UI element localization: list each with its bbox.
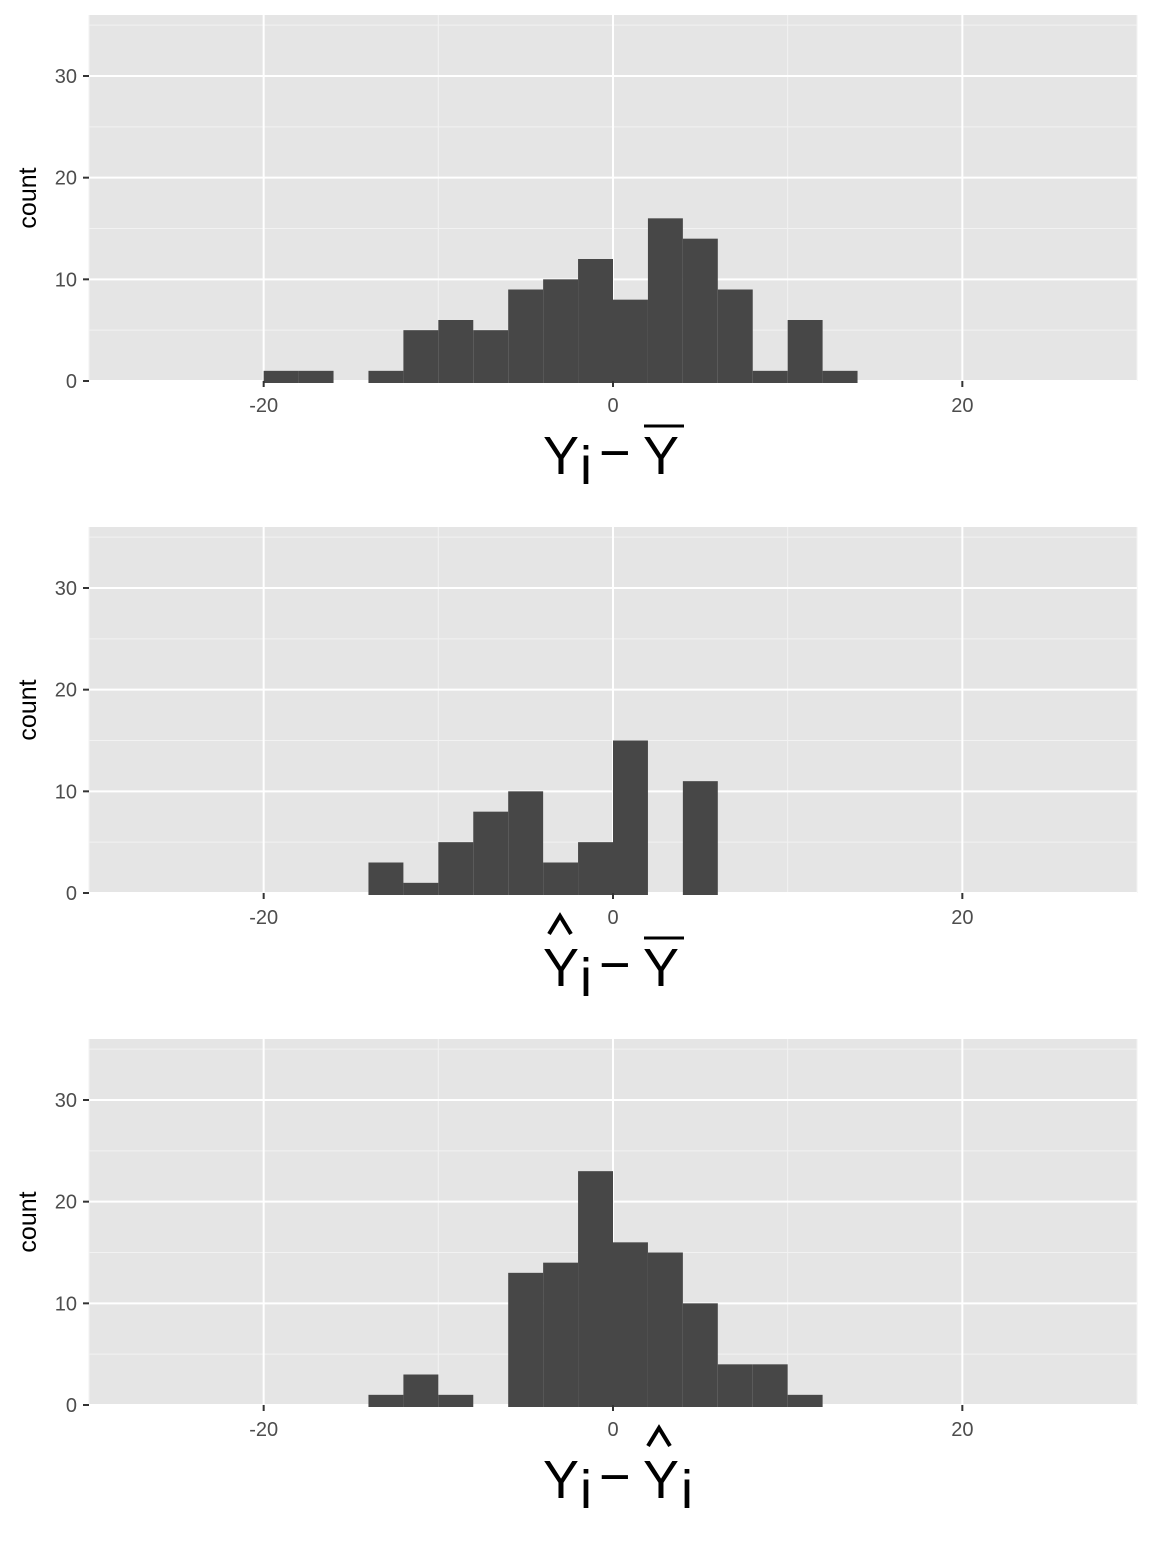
x-tick-label: 0	[607, 1419, 618, 1441]
x-tick-label: 0	[607, 395, 618, 417]
histogram-bar	[403, 1374, 439, 1407]
y-tick-label: 30	[55, 578, 77, 600]
histogram-bar	[647, 1252, 683, 1407]
x-label-rhs: Y	[643, 938, 679, 998]
histogram-bar	[578, 259, 613, 383]
histogram-bar	[508, 791, 544, 895]
histogram-bar	[403, 882, 439, 895]
histogram-bar	[717, 1364, 753, 1407]
histogram-bar	[263, 370, 299, 383]
histogram-bar	[682, 238, 718, 383]
histogram-bar	[822, 370, 858, 383]
histogram-bar	[368, 1394, 404, 1407]
chart-svg-1: 0 10 20 30 -20 0 20 count Y i − Y	[14, 15, 1138, 496]
chart-svg-2: 0 10 20 30 -20 0 20 count Y i − Y	[14, 527, 1138, 1008]
histogram-bar	[578, 842, 613, 895]
x-label-rhs-subscript: i	[681, 1460, 693, 1520]
histogram-bar	[368, 370, 404, 383]
histogram-bar	[613, 299, 648, 383]
histogram-bar	[508, 1272, 544, 1407]
histogram-bar	[438, 842, 474, 895]
histogram-bars	[368, 1171, 823, 1407]
y-tick-label: 30	[55, 1090, 77, 1112]
histogram-bar	[368, 862, 404, 895]
histogram-bar	[613, 740, 648, 895]
histogram-bar	[473, 330, 509, 383]
y-axis-label: count	[14, 679, 42, 740]
histogram-bar	[647, 218, 683, 383]
histogram-bar	[682, 1303, 718, 1407]
x-tick-label: 0	[607, 907, 618, 929]
histogram-bar	[508, 289, 544, 383]
histogram-bar	[752, 1364, 788, 1407]
x-label-lhs-subscript: i	[580, 436, 592, 496]
x-label-minus: −	[599, 1447, 631, 1507]
hat-accent	[646, 1424, 672, 1448]
histogram-bar	[787, 1394, 823, 1407]
x-label-rhs: Y	[643, 1450, 679, 1510]
x-tick-label: 20	[951, 395, 973, 417]
x-label-minus: −	[599, 935, 631, 995]
x-label-lhs: Y	[543, 1450, 579, 1510]
x-label-minus: −	[599, 423, 631, 483]
y-tick-label: 20	[55, 168, 77, 190]
histogram-bar	[787, 320, 823, 383]
y-tick-label: 20	[55, 1192, 77, 1214]
x-tick-label: -20	[249, 395, 278, 417]
y-tick-label: 0	[66, 371, 77, 393]
y-tick-label: 0	[66, 1395, 77, 1417]
x-label-rhs: Y	[643, 426, 679, 486]
histogram-bars	[263, 218, 858, 383]
histogram-bar	[543, 1262, 579, 1407]
y-tick-label: 10	[55, 1293, 77, 1315]
x-label-lhs-subscript: i	[580, 948, 592, 1008]
x-label-lhs-subscript: i	[580, 1460, 592, 1520]
x-tick-label: 20	[951, 1419, 973, 1441]
histogram-bar	[543, 279, 579, 383]
y-tick-label: 10	[55, 781, 77, 803]
histogram-bar	[473, 811, 509, 895]
histogram-bar	[717, 289, 753, 383]
histogram-bar	[682, 781, 718, 895]
x-label-lhs: Y	[543, 938, 579, 998]
y-tick-label: 20	[55, 680, 77, 702]
y-axis-label: count	[14, 1191, 42, 1252]
x-tick-label: 20	[951, 907, 973, 929]
histogram-bar	[438, 1394, 474, 1407]
histogram-bar	[543, 862, 579, 895]
x-label-lhs: Y	[543, 426, 579, 486]
hat-accent	[547, 912, 573, 936]
histogram-bar	[298, 370, 334, 383]
y-axis-label: count	[14, 167, 42, 228]
x-tick-label: -20	[249, 907, 278, 929]
histogram-bar	[578, 1171, 613, 1407]
histogram-bar	[613, 1242, 648, 1407]
y-tick-label: 30	[55, 66, 77, 88]
y-tick-label: 10	[55, 269, 77, 291]
histogram-bars	[368, 740, 718, 895]
histogram-bar	[403, 330, 439, 383]
x-tick-label: -20	[249, 1419, 278, 1441]
histogram-bar	[752, 370, 788, 383]
y-tick-label: 0	[66, 883, 77, 905]
histogram-bar	[438, 320, 474, 383]
